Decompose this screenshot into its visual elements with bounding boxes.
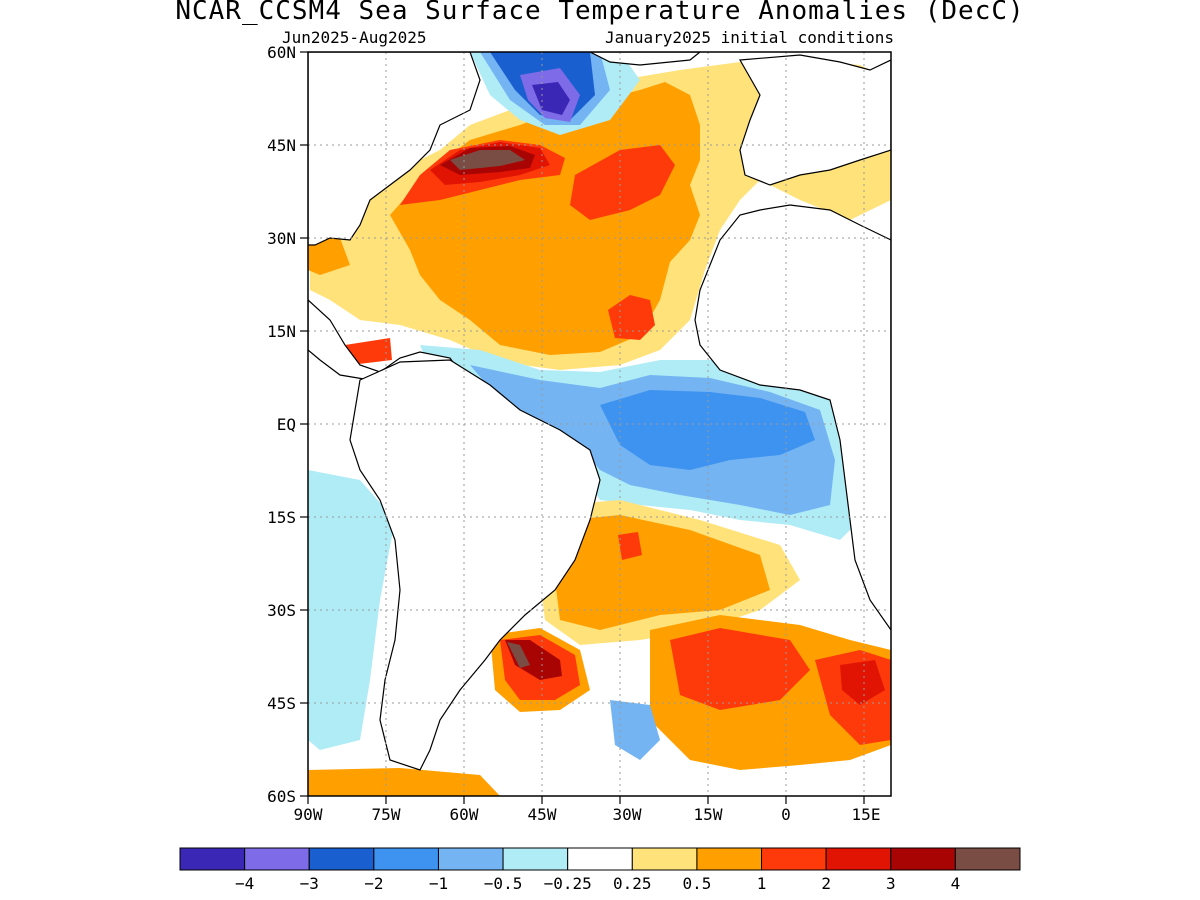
graticule (308, 52, 891, 796)
lat-label: 15S (267, 508, 296, 527)
anomaly-region-1-b (570, 145, 675, 220)
lat-label: 60N (267, 43, 296, 62)
legend-swatch (890, 847, 956, 871)
lat-label: 30S (267, 601, 296, 620)
legend-swatch (696, 847, 763, 871)
lon-label: 30W (613, 805, 642, 824)
legend-label: 0.5 (682, 874, 711, 893)
legend-label: −0.25 (544, 874, 592, 893)
anomaly-region-1-south-a (618, 532, 642, 560)
lat-label: 15N (267, 322, 296, 341)
lon-label: 60W (450, 805, 479, 824)
anomaly-region-4 (450, 150, 525, 170)
north-america-land (308, 52, 481, 246)
anomaly-region-2-south (840, 660, 885, 705)
lat-label: 60S (267, 787, 296, 806)
legend-swatch (437, 847, 504, 871)
lat-label: 45S (267, 694, 296, 713)
legend-swatch (502, 847, 569, 871)
legend-label: 4 (951, 874, 961, 893)
legend-swatch (179, 847, 246, 871)
axis-ticks (300, 51, 865, 804)
legend-swatch (631, 847, 698, 871)
anomaly-region-4-sw (507, 642, 530, 668)
south-america-land (349, 359, 601, 771)
europe-land (739, 54, 891, 186)
lon-label: 90W (294, 805, 323, 824)
legend-label: −1 (429, 874, 448, 893)
legend-label: −3 (300, 874, 319, 893)
lat-label: EQ (277, 415, 296, 434)
legend-label: 1 (757, 874, 767, 893)
legend-label: 2 (821, 874, 831, 893)
chart-title: NCAR_CCSM4 Sea Surface Temperature Anoma… (175, 0, 1025, 26)
lon-label: 75W (372, 805, 401, 824)
lat-label: 30N (267, 229, 296, 248)
anomaly-region-1-south-b (670, 628, 810, 710)
legend-swatch (308, 847, 375, 871)
legend-label: 3 (886, 874, 896, 893)
anomaly-region-neg0.5-south (610, 700, 660, 760)
lon-label: 45W (528, 805, 557, 824)
legend-swatch (567, 847, 633, 871)
lon-label: 15E (852, 805, 881, 824)
legend-swatch (954, 847, 1021, 871)
lat-label: 45N (267, 136, 296, 155)
initial-conditions-label: January2025 initial conditions (605, 28, 894, 47)
legend-swatch (244, 847, 310, 871)
legend-label: −2 (364, 874, 383, 893)
anomaly-region-0.5-south (555, 515, 770, 630)
greenland-land (589, 52, 701, 66)
season-label: Jun2025-Aug2025 (282, 28, 427, 47)
lon-label: 15W (694, 805, 723, 824)
legend-label: −4 (235, 874, 254, 893)
anomaly-region-0.5-b (308, 238, 350, 275)
anomaly-region-0.5-southern (308, 768, 500, 796)
legend-swatch (373, 847, 439, 871)
anomaly-region-1-d (345, 338, 392, 365)
legend-label: −0.5 (484, 874, 523, 893)
legend-label: 0.25 (613, 874, 652, 893)
lon-label: 0 (781, 805, 791, 824)
legend-swatch (825, 847, 892, 871)
legend-swatch (761, 847, 827, 871)
africa-land (694, 204, 891, 632)
